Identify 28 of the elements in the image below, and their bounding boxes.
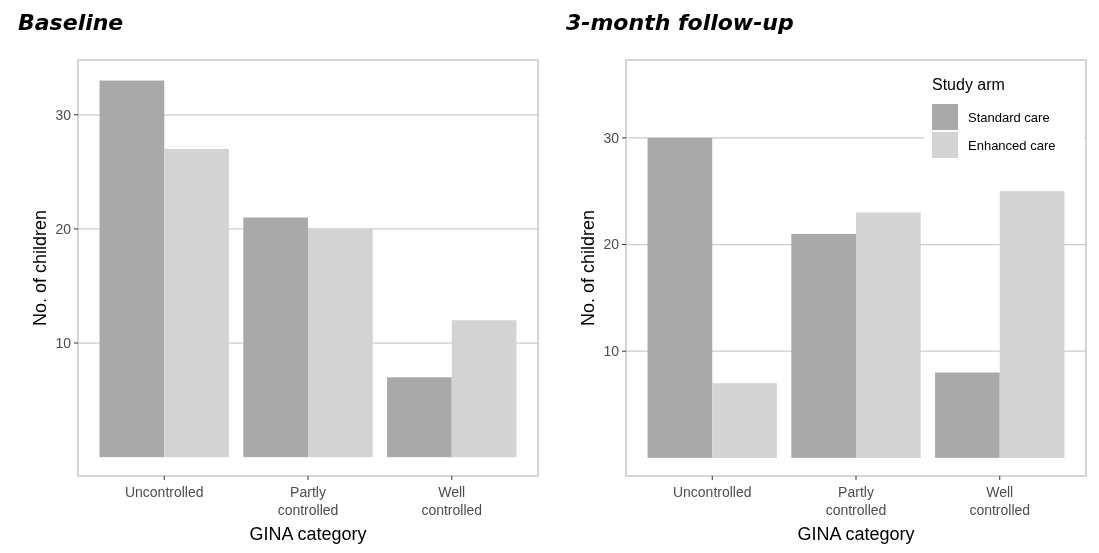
y-tick-label: 20 [603, 236, 620, 253]
bar [387, 377, 452, 458]
x-tick-label: Partly controlled [825, 484, 887, 518]
x-tick-label: Uncontrolled [672, 484, 752, 500]
x-tick-label: Well controlled [969, 484, 1031, 518]
y-axis-title: No. of children [578, 209, 598, 327]
legend-title: Study arm [932, 76, 1005, 93]
bar [935, 372, 1000, 458]
chart-title: Baseline [18, 10, 124, 35]
x-tick-label: Partly controlled [277, 484, 339, 518]
x-tick-label: Uncontrolled [124, 484, 204, 500]
y-tick-label: 10 [603, 343, 620, 360]
chart-title: 3-month follow-up [566, 10, 794, 35]
legend-label: Enhanced care [968, 138, 1056, 153]
bar [712, 383, 777, 458]
bar [243, 217, 308, 458]
y-tick-label: 20 [55, 220, 72, 237]
bar [647, 137, 713, 458]
x-tick-label: Well controlled [421, 484, 483, 518]
y-tick-label: 30 [55, 106, 72, 123]
bar [99, 80, 165, 458]
x-axis-title: GINA category [249, 524, 367, 544]
y-axis-title: No. of children [30, 209, 50, 327]
y-tick-label: 30 [603, 129, 620, 146]
y-tick-label: 10 [55, 334, 72, 351]
x-axis-title: GINA category [797, 524, 915, 544]
legend-label: Standard care [968, 110, 1050, 125]
bar [791, 233, 856, 458]
